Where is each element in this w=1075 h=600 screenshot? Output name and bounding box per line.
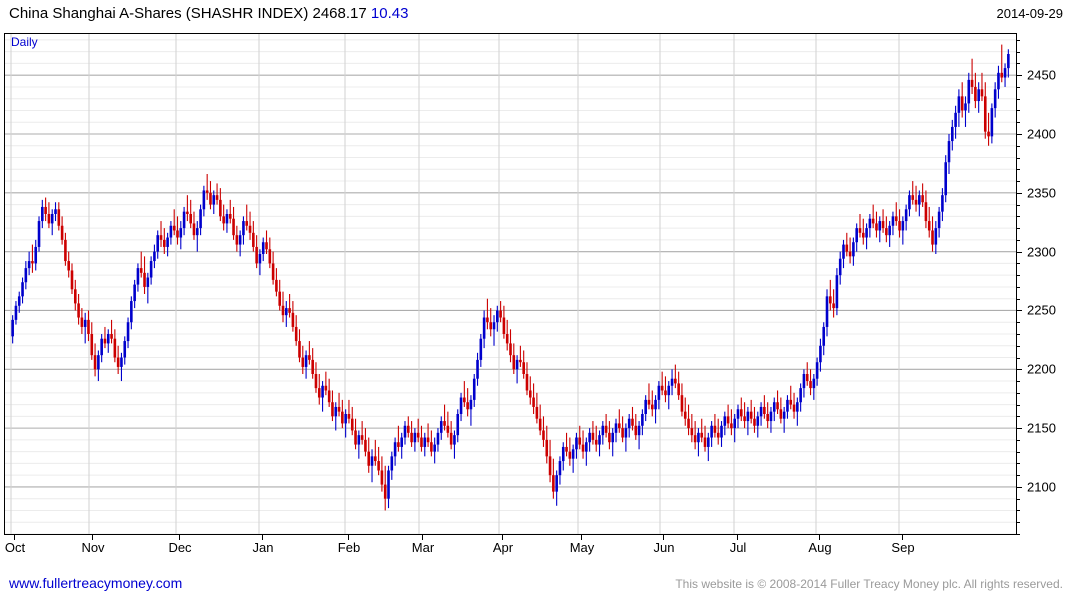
y-axis-tick-minor xyxy=(1017,263,1020,265)
x-axis-tick xyxy=(262,535,263,540)
y-axis-labels: 2100 2150 2200 2250 2300 2350 2400 2450 xyxy=(1019,33,1075,535)
x-axis-label: Dec xyxy=(168,540,192,555)
x-axis-label: Sep xyxy=(891,540,915,555)
y-axis-tick-minor xyxy=(1017,334,1020,335)
y-axis-tick-minor xyxy=(1017,110,1020,112)
y-axis-tick-minor xyxy=(1017,463,1020,465)
y-axis-tick-minor xyxy=(1017,98,1020,100)
y-axis-tick-minor xyxy=(1017,357,1020,359)
y-axis-tick-minor xyxy=(1017,522,1020,524)
instrument-ticker: (SHASHR INDEX) xyxy=(185,5,309,22)
x-axis-tick xyxy=(902,535,903,540)
y-axis-tick xyxy=(1017,134,1022,135)
y-axis-tick-minor xyxy=(1017,275,1020,277)
x-axis-label: Feb xyxy=(337,540,361,555)
x-axis-tick xyxy=(179,535,180,540)
y-axis-tick xyxy=(1017,486,1022,488)
x-axis-labels: Oct Nov Dec Jan Feb Mar Apr May Jun Jul Aug Sep xyxy=(4,537,1017,563)
chart-footer: www.fullertreacymoney.com This website i… xyxy=(0,570,1075,600)
y-axis-label: 2150 xyxy=(1027,420,1056,436)
x-axis-tick xyxy=(14,535,15,540)
page-title: China Shanghai A-Shares (SHASHR INDEX) 2… xyxy=(9,5,408,22)
y-axis-tick xyxy=(1017,251,1022,253)
y-axis-tick-minor xyxy=(1017,510,1020,512)
y-axis-tick xyxy=(1017,192,1022,194)
x-axis-tick xyxy=(581,535,582,540)
x-axis-tick xyxy=(92,535,93,540)
gridlines xyxy=(5,34,1016,534)
y-axis-tick-minor xyxy=(1017,122,1020,124)
x-axis-tick xyxy=(737,535,738,540)
x-axis-tick xyxy=(819,535,820,540)
as-of-date: 2014-09-29 xyxy=(996,6,1064,21)
y-axis-label: 2250 xyxy=(1027,302,1056,318)
y-axis-tick-minor xyxy=(1017,345,1020,347)
y-axis-label: 2100 xyxy=(1027,479,1056,495)
x-axis-tick xyxy=(348,535,349,540)
x-axis-tick xyxy=(502,535,503,540)
interval-label: Daily xyxy=(11,35,38,49)
x-axis-label: Aug xyxy=(808,540,832,555)
y-axis-label: 2350 xyxy=(1027,185,1056,201)
last-price: 2468.17 xyxy=(312,5,367,22)
x-axis-label: Jan xyxy=(252,540,274,555)
y-axis-tick xyxy=(1017,369,1022,371)
x-axis-label: Oct xyxy=(4,540,26,555)
y-axis-tick xyxy=(1017,428,1022,430)
copyright-notice: This website is © 2008-2014 Fuller Treac… xyxy=(675,577,1063,591)
x-axis-label: May xyxy=(569,540,595,555)
y-axis-label: 2300 xyxy=(1027,244,1056,260)
y-axis-tick xyxy=(1017,310,1022,312)
price-change: 10.43 xyxy=(370,5,409,22)
y-axis-tick-minor xyxy=(1017,404,1020,406)
x-axis-label: Mar xyxy=(411,540,435,555)
y-axis-tick-minor xyxy=(1017,451,1020,453)
x-axis-label: Apr xyxy=(492,540,514,555)
candlestick-series xyxy=(11,34,1010,534)
y-axis-tick-minor xyxy=(1017,298,1020,300)
y-axis-label: 2400 xyxy=(1027,126,1056,142)
y-axis-label: 2450 xyxy=(1027,67,1056,83)
instrument-name: China Shanghai A-Shares xyxy=(9,5,182,22)
y-axis-tick-minor xyxy=(1017,145,1020,147)
y-axis-tick-minor xyxy=(1017,204,1020,206)
y-axis-tick-minor xyxy=(1017,534,1020,535)
y-axis-tick-minor xyxy=(1017,322,1020,324)
y-axis-tick-minor xyxy=(1017,439,1020,441)
y-axis-tick-minor xyxy=(1017,498,1020,500)
x-axis-label: Jul xyxy=(729,540,747,555)
y-axis-tick-minor xyxy=(1017,475,1020,477)
y-axis-label: 2200 xyxy=(1027,361,1056,377)
y-axis-ticks xyxy=(1017,33,1023,535)
y-axis-tick-minor xyxy=(1017,381,1020,383)
y-axis-tick-minor xyxy=(1017,239,1020,241)
y-axis-tick-minor xyxy=(1017,157,1020,159)
x-axis-label: Nov xyxy=(81,540,105,555)
y-axis-tick-minor xyxy=(1017,63,1020,65)
y-axis-tick-minor xyxy=(1017,416,1020,418)
x-axis-label: Jun xyxy=(653,540,675,555)
y-axis-tick-minor xyxy=(1017,286,1020,288)
y-axis-tick xyxy=(1017,75,1022,77)
y-axis-tick-minor xyxy=(1017,392,1020,394)
y-axis-tick-minor xyxy=(1017,169,1020,171)
y-axis-tick-minor xyxy=(1017,181,1020,183)
site-url-link[interactable]: www.fullertreacymoney.com xyxy=(9,575,183,591)
y-axis-tick-minor xyxy=(1017,39,1020,41)
x-axis-tick xyxy=(663,535,664,540)
chart-header: China Shanghai A-Shares (SHASHR INDEX) 2… xyxy=(0,0,1075,30)
chart-plot-area[interactable]: Daily xyxy=(4,33,1017,535)
y-axis-tick-minor xyxy=(1017,86,1020,88)
y-axis-tick-minor xyxy=(1017,216,1020,218)
x-axis-tick xyxy=(422,535,423,540)
y-axis-tick-minor xyxy=(1017,228,1020,230)
y-axis-tick-minor xyxy=(1017,51,1020,53)
x-axis-ticks xyxy=(4,535,1017,541)
